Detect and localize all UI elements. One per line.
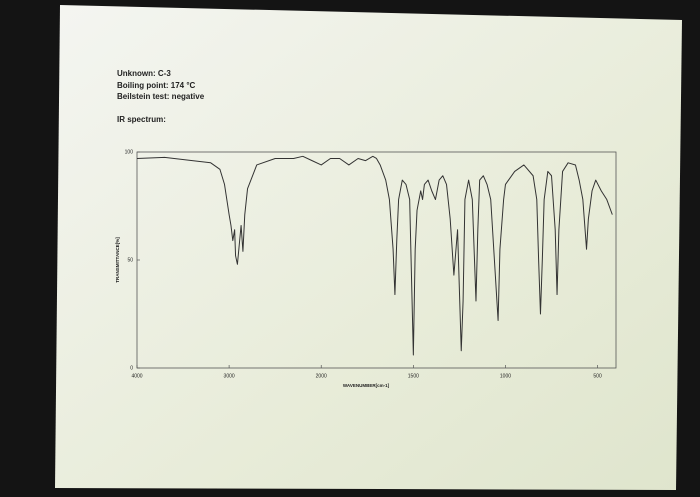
- x-tick-label: 1000: [500, 373, 511, 379]
- spectrum-line: [136, 155, 613, 356]
- x-tick-label: 2000: [316, 373, 327, 379]
- header-line: Boiling point: 174 °C: [117, 81, 196, 90]
- plot: 4000 3000 2000 1500 1000 500 0 50 100: [125, 149, 613, 379]
- x-axis-label: WAVENUMBER[cm-1]: [343, 383, 390, 388]
- header-line: Unknown: C-3: [117, 69, 171, 78]
- y-axis-label: TRANSMITTANCE[%]: [115, 237, 120, 283]
- y-tick-label: 100: [125, 149, 134, 155]
- chart-title: IR spectrum:: [117, 115, 166, 124]
- header-line: Beilstein test: negative: [117, 92, 205, 101]
- x-tick-label: 1500: [408, 373, 419, 379]
- x-tick-label: 4000: [131, 373, 142, 379]
- x-tick-label: 500: [593, 373, 602, 379]
- x-tick-label: 3000: [224, 373, 235, 379]
- document: [55, 5, 682, 490]
- y-tick-label: 50: [127, 257, 133, 263]
- y-tick-label: 0: [130, 365, 133, 371]
